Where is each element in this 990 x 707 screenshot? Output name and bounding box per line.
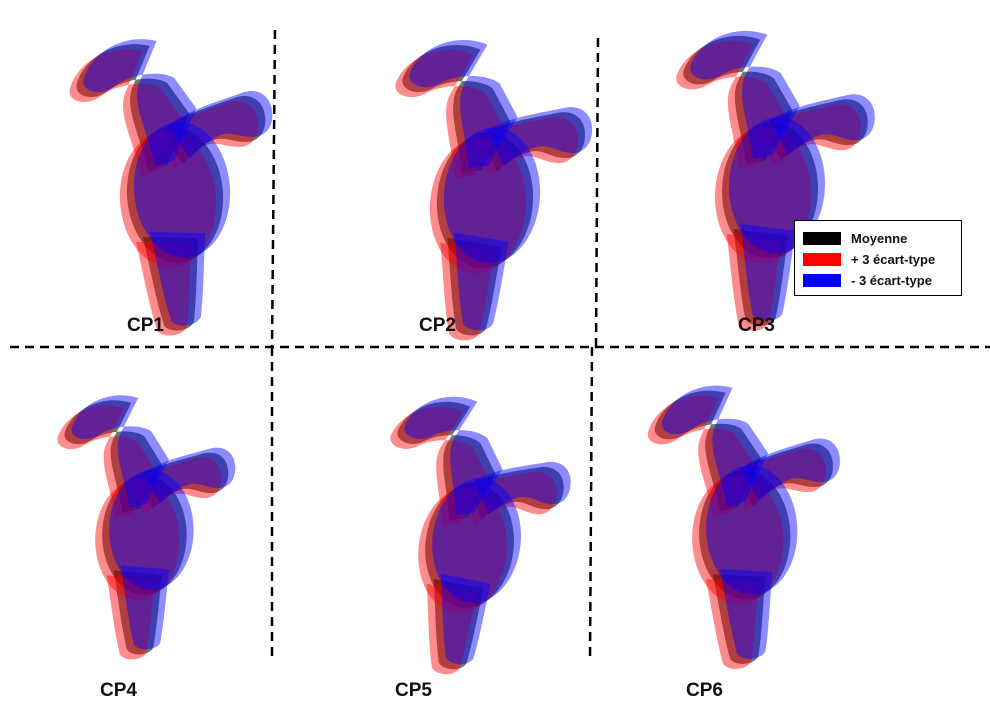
minus-shape xyxy=(660,381,847,662)
legend-swatch-mean xyxy=(803,231,841,245)
panel-label-cp1: CP1 xyxy=(127,315,164,336)
panel-label-cp3: CP3 xyxy=(738,315,775,336)
legend-label-plus: + 3 écart-type xyxy=(851,251,936,267)
panel-label-cp2: CP2 xyxy=(419,315,456,336)
scapula-overlay-cp5 xyxy=(366,391,579,684)
divider-vertical-top-left xyxy=(270,29,277,348)
divider-vertical-bottom-right xyxy=(588,346,594,661)
panel-label-cp4: CP4 xyxy=(100,680,137,701)
scapula-overlay-cp4 xyxy=(57,395,236,660)
panel-label-cp5: CP5 xyxy=(395,680,432,701)
minus-shape xyxy=(380,391,579,674)
minus-shape xyxy=(71,395,236,650)
minus-shape xyxy=(391,36,598,338)
legend-swatch-minus xyxy=(803,273,841,287)
legend-item-minus: - 3 écart-type xyxy=(803,272,932,288)
panel-label-cp6: CP6 xyxy=(686,680,723,701)
scapula-overlay-cp2 xyxy=(377,36,598,348)
scapula-overlay-cp6 xyxy=(646,381,847,672)
minus-shape xyxy=(80,30,287,332)
scapula-overlay-cp1 xyxy=(66,30,287,342)
legend-item-plus: + 3 écart-type xyxy=(803,251,935,267)
legend-label-mean: Moyenne xyxy=(851,230,908,246)
legend-swatch-plus xyxy=(803,252,841,266)
legend: Moyenne + 3 écart-type - 3 écart-type xyxy=(794,220,962,296)
divider-vertical-top-right xyxy=(594,37,600,348)
legend-item-mean: Moyenne xyxy=(803,230,907,246)
legend-label-minus: - 3 écart-type xyxy=(851,272,932,288)
